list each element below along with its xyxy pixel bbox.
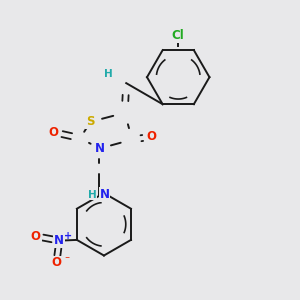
Text: O: O: [48, 126, 59, 139]
Text: ⁻: ⁻: [64, 255, 69, 265]
Text: O: O: [51, 256, 62, 269]
Text: O: O: [146, 130, 157, 143]
Text: +: +: [64, 231, 72, 241]
Text: S: S: [86, 115, 95, 128]
Text: H: H: [88, 190, 96, 200]
Text: N: N: [94, 142, 104, 155]
Text: H: H: [104, 69, 113, 79]
Text: N: N: [100, 188, 110, 201]
Text: Cl: Cl: [172, 29, 184, 42]
Text: N: N: [54, 234, 64, 247]
Text: O: O: [31, 230, 40, 243]
